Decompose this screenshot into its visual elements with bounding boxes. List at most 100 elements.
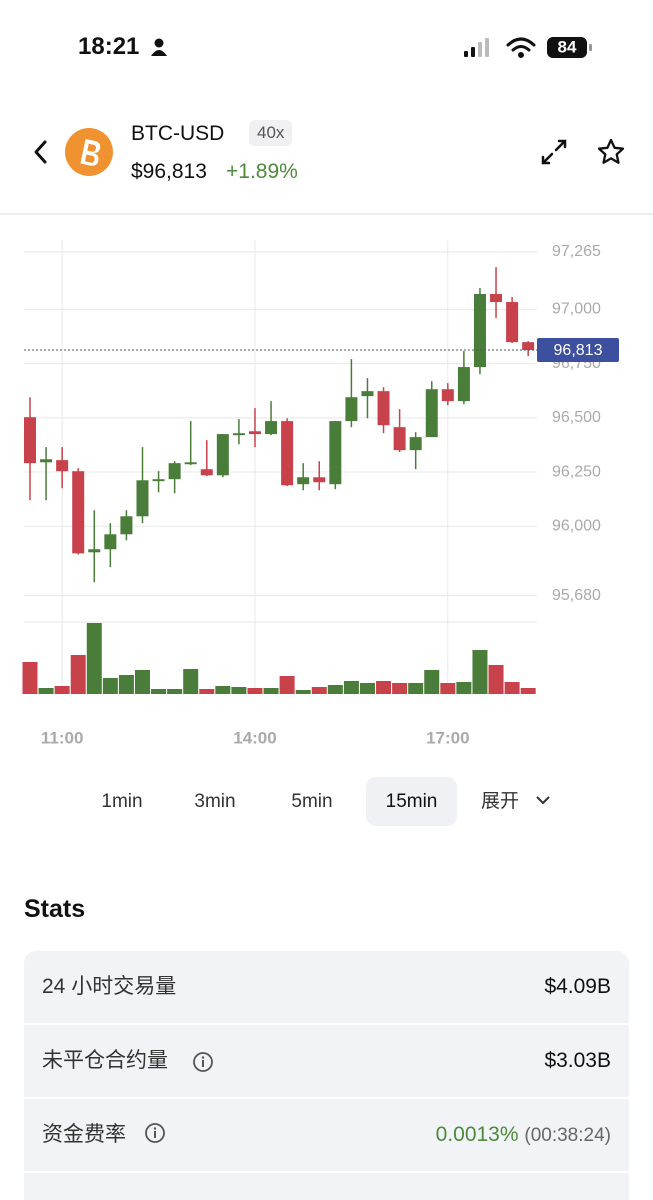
candle-body — [120, 516, 133, 535]
volume-bar — [343, 681, 359, 694]
y-tick-label: 97,000 — [552, 301, 601, 318]
volume-bar — [263, 688, 279, 694]
y-tick-label: 96,000 — [552, 517, 601, 534]
candlestick-chart: 97,26597,00096,75096,50096,25096,00095,6… — [22, 240, 619, 747]
volume-bar — [504, 682, 520, 694]
candle-body — [522, 342, 535, 350]
volume-bar — [151, 689, 167, 694]
funding-rate: 0.0013% — [435, 1123, 519, 1146]
volume-bar — [102, 678, 118, 694]
btc-logo — [65, 128, 113, 176]
volume-bar — [456, 682, 472, 694]
y-tick-label: 96,250 — [552, 463, 601, 480]
candle-body — [136, 480, 149, 517]
candle-body — [457, 367, 470, 402]
stat-value: 0.0013% (00:38:24) — [436, 1099, 611, 1172]
candle-body — [104, 534, 117, 550]
candle-body — [473, 294, 486, 368]
battery-tip — [589, 44, 592, 51]
interval-tab[interactable]: 15min — [366, 777, 457, 826]
candle-body — [24, 417, 36, 464]
candle-body — [168, 463, 181, 480]
volume-bar — [520, 688, 536, 694]
volume-bar — [22, 662, 38, 694]
status-time: 18:21 — [78, 33, 140, 60]
volume-bar — [38, 688, 54, 694]
x-tick-label: 17:00 — [426, 728, 469, 747]
candle-body — [329, 421, 342, 485]
candle-body — [425, 389, 438, 438]
volume-bar — [440, 683, 456, 694]
volume-bar — [199, 689, 215, 694]
volume-bar — [488, 665, 504, 694]
candle-body — [441, 389, 454, 402]
stats-row: 资金费率 0.0013% (00:38:24) — [24, 1099, 629, 1171]
stats-row — [24, 1173, 629, 1200]
header-price: $96,813 — [131, 160, 207, 183]
candle-body — [248, 431, 261, 435]
volume-bar — [167, 689, 183, 694]
candle-body — [232, 433, 245, 436]
stats-row: 未平仓合约量 $3.03B — [24, 1025, 629, 1097]
y-tick-label: 96,500 — [552, 409, 601, 426]
candle-body — [506, 302, 519, 343]
volume-bar — [118, 675, 134, 694]
volume-bar — [86, 623, 102, 694]
back-button[interactable] — [34, 140, 47, 164]
info-icon[interactable] — [144, 1122, 166, 1144]
person-icon — [151, 38, 167, 56]
x-tick-label: 11:00 — [41, 728, 84, 747]
stats-title: Stats — [24, 895, 86, 923]
candle-body — [297, 477, 310, 485]
expand-button[interactable] — [541, 139, 567, 165]
volume-bar — [376, 681, 392, 694]
volume-bar — [327, 685, 343, 694]
volume-bar — [295, 690, 311, 694]
header-change: +1.89% — [226, 160, 298, 183]
stats-row: 24 小时交易量 $4.09B — [24, 951, 629, 1023]
stat-value: $4.09B — [544, 975, 611, 998]
wifi-icon — [506, 37, 536, 58]
candle-body — [313, 477, 326, 483]
candle-body — [88, 549, 101, 553]
favorite-button[interactable] — [597, 138, 625, 164]
volume-bar — [134, 670, 150, 694]
candle-body — [200, 469, 213, 476]
volume-bar — [279, 676, 295, 694]
candle-body — [72, 471, 85, 554]
volume-bar — [54, 686, 70, 694]
current-price-label: 96,813 — [554, 342, 603, 359]
candle-body — [409, 437, 422, 451]
candle-body — [281, 421, 294, 486]
volume-bar — [231, 687, 247, 694]
stat-label: 未平仓合约量 — [42, 1049, 168, 1072]
expand-chevron[interactable] — [534, 793, 552, 807]
candle-body — [490, 294, 503, 303]
candle-body — [345, 397, 358, 422]
battery-level: 84 — [558, 37, 577, 56]
current-price-tag — [537, 337, 619, 362]
interval-tab[interactable]: 1min — [101, 791, 143, 812]
stat-label: 资金费率 — [42, 1123, 126, 1146]
candle-body — [216, 434, 229, 476]
interval-tab[interactable]: 5min — [291, 791, 333, 812]
interval-tab[interactable]: 3min — [194, 791, 236, 812]
candle-body — [184, 462, 197, 465]
volume-bar — [408, 683, 424, 694]
volume-bar — [70, 655, 86, 694]
info-icon[interactable] — [192, 1051, 214, 1073]
leverage-badge: 40x — [249, 120, 293, 146]
y-tick-label: 95,680 — [552, 587, 601, 604]
volume-bar — [392, 683, 408, 694]
interval-tab[interactable]: 展开 — [480, 791, 519, 812]
candle-body — [377, 391, 390, 426]
volume-bar — [472, 650, 488, 694]
stat-value: $3.03B — [544, 1049, 611, 1072]
candle-body — [393, 427, 406, 451]
volume-bar — [311, 687, 327, 694]
volume-bar — [359, 683, 375, 694]
volume-bar — [183, 669, 199, 694]
volume-bar — [247, 688, 263, 694]
x-tick-label: 14:00 — [233, 728, 276, 747]
